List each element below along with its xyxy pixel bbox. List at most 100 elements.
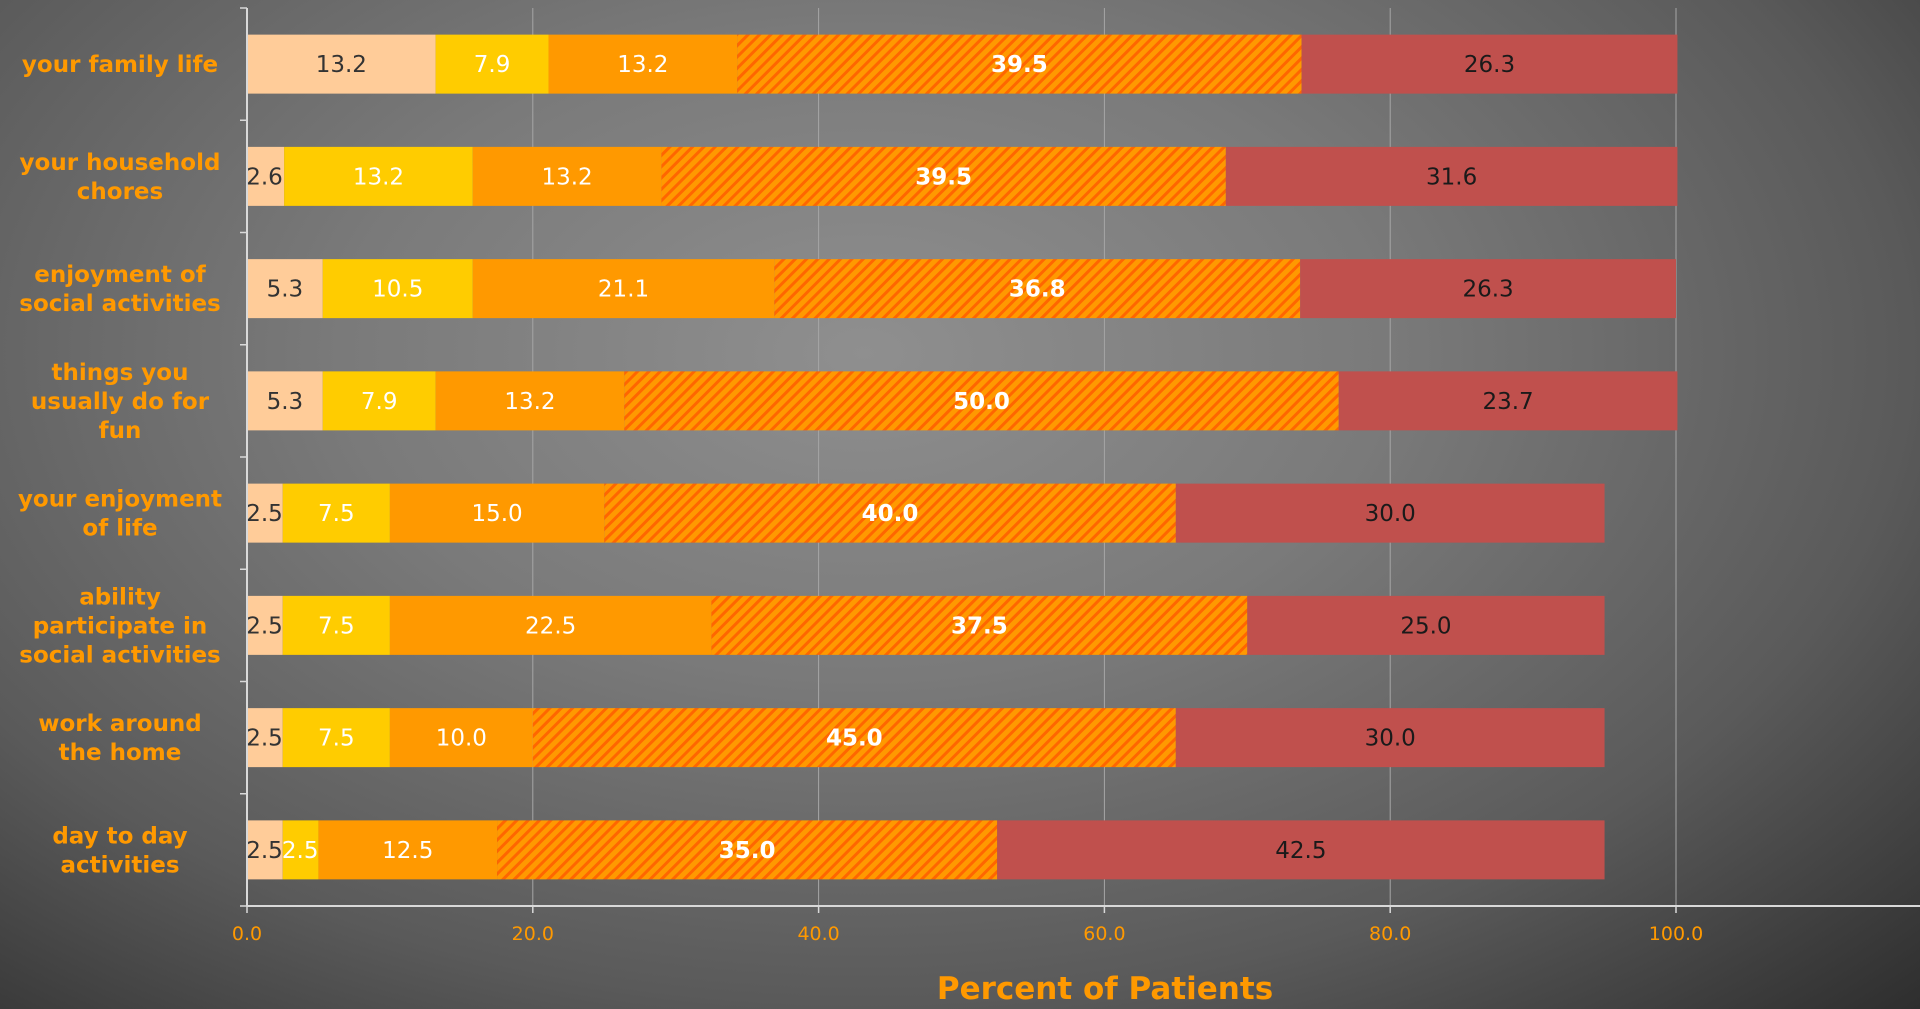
bar-segment (1175, 708, 1605, 768)
bar-segment (472, 146, 662, 206)
bar-segment (604, 483, 1176, 543)
bar-segment (282, 483, 390, 543)
grid-lines (532, 8, 1677, 906)
bar-segment (284, 146, 473, 206)
bar-segment (1301, 34, 1678, 94)
x-tick-label: 80.0 (1369, 923, 1411, 945)
category-label: ability participate in social activities (19, 584, 221, 668)
data-label: 2.5 (246, 613, 283, 639)
x-axis-title: Percent of Patients (937, 971, 1273, 1007)
x-tick-label: 0.0 (232, 923, 262, 945)
data-label: 13.2 (316, 52, 367, 78)
bar-segment (774, 259, 1301, 319)
axes (240, 7, 1920, 913)
data-label: 2.5 (246, 501, 283, 527)
bar-segment (389, 483, 605, 543)
category-label: your enjoyment of life (18, 487, 222, 542)
data-label: 21.1 (598, 277, 649, 303)
data-label: 10.5 (372, 277, 423, 303)
bar-segment (247, 708, 283, 768)
bar-segment (247, 259, 323, 319)
bar-segment (1338, 371, 1678, 431)
bar-segment (247, 595, 283, 655)
data-label: 13.2 (541, 164, 592, 190)
data-label: 30.0 (1365, 501, 1416, 527)
bar-segment (435, 34, 549, 94)
category-label: day to day activities (52, 823, 187, 878)
bar-segment (1175, 483, 1605, 543)
bar-segment (497, 820, 998, 880)
category-label: work around the home (38, 711, 202, 766)
x-tick-label: 100.0 (1649, 923, 1703, 945)
data-label: 39.5 (991, 52, 1048, 78)
bar-segment (1225, 146, 1678, 206)
data-label: 12.5 (382, 838, 433, 864)
bar-segment (435, 371, 625, 431)
data-label: 15.0 (471, 501, 522, 527)
x-tick-label: 40.0 (797, 923, 839, 945)
category-label: things you usually do for fun (31, 360, 210, 444)
data-label: 40.0 (862, 501, 919, 527)
bars (247, 34, 1678, 880)
bar-segment (389, 595, 712, 655)
data-label: 22.5 (525, 613, 576, 639)
bar-segment (247, 820, 283, 880)
data-label: 2.6 (246, 164, 283, 190)
bar-segment (389, 708, 533, 768)
bar-segment (997, 820, 1605, 880)
x-tick-label: 60.0 (1083, 923, 1125, 945)
bar-segment (247, 146, 285, 206)
data-label: 50.0 (953, 389, 1010, 415)
data-label: 5.3 (267, 277, 304, 303)
bar-segment (322, 371, 436, 431)
data-label: 39.5 (915, 164, 972, 190)
bar-segment (282, 708, 390, 768)
data-label: 10.0 (436, 726, 487, 752)
bar-segment (711, 595, 1248, 655)
data-label: 13.2 (504, 389, 555, 415)
data-label: 7.5 (318, 501, 355, 527)
data-label: 31.6 (1426, 164, 1477, 190)
data-label: 23.7 (1482, 389, 1533, 415)
data-label: 7.5 (318, 613, 355, 639)
data-label: 30.0 (1365, 726, 1416, 752)
bar-segment (532, 708, 1176, 768)
data-label: 25.0 (1400, 613, 1451, 639)
data-label: 2.5 (246, 726, 283, 752)
category-label: your household chores (20, 150, 221, 205)
data-label: 42.5 (1275, 838, 1326, 864)
category-label: enjoyment of social activities (19, 262, 221, 317)
bar-segment (737, 34, 1302, 94)
bar-segment (1247, 595, 1605, 655)
bar-segment (282, 595, 390, 655)
bar-segment (548, 34, 738, 94)
bar-segment (318, 820, 498, 880)
bar-segment (624, 371, 1339, 431)
data-label: 13.2 (353, 164, 404, 190)
labels: 0.0 20.0 40.0 60.0 80.0 100.0 13.2 7.9 13.2 39.5 2… (18, 52, 1703, 1007)
data-label: 26.3 (1462, 277, 1513, 303)
data-label: 26.3 (1464, 52, 1515, 78)
bar-segment (661, 146, 1226, 206)
bar-segment (1300, 259, 1676, 319)
data-label: 37.5 (951, 613, 1008, 639)
data-label: 45.0 (826, 726, 883, 752)
data-label: 35.0 (719, 838, 776, 864)
data-label: 5.3 (267, 389, 304, 415)
data-label: 7.9 (474, 52, 511, 78)
bar-segment (282, 820, 319, 880)
data-label: 7.9 (361, 389, 398, 415)
category-label: your family life (22, 52, 218, 78)
data-label: 7.5 (318, 726, 355, 752)
bar-segment (247, 483, 283, 543)
x-tick-label: 20.0 (512, 923, 554, 945)
bar-segment (472, 259, 775, 319)
bar-segment (247, 34, 436, 94)
data-label: 13.2 (617, 52, 668, 78)
data-label: 36.8 (1009, 277, 1066, 303)
data-label: 2.5 (282, 838, 319, 864)
data-label: 2.5 (246, 838, 283, 864)
bar-segment (247, 371, 323, 431)
